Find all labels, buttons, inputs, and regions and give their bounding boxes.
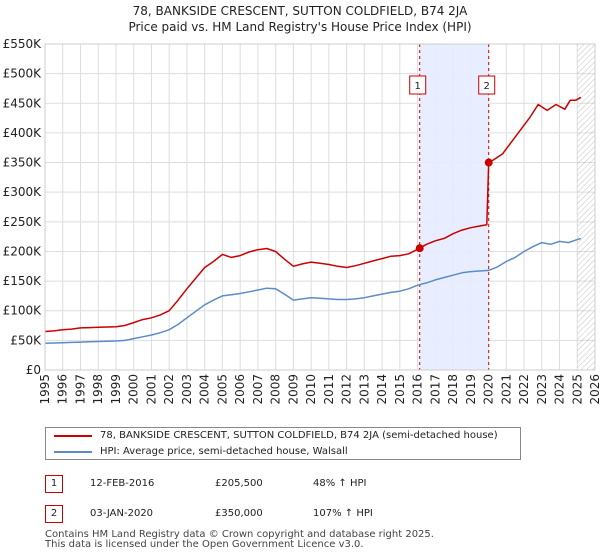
annotation-price-2: £350,000	[215, 508, 263, 519]
annotation-badge-1: 1	[45, 475, 63, 493]
sale-label-2: 2	[484, 81, 490, 92]
sale-label-1: 1	[415, 81, 421, 92]
x-tick-label: 2022	[517, 374, 531, 405]
legend-label-property: 78, BANKSIDE CRESCENT, SUTTON COLDFIELD,…	[100, 430, 498, 441]
x-tick-label: 2019	[464, 374, 478, 405]
x-tick-label: 1996	[56, 374, 70, 405]
x-tick-label: 2006	[233, 374, 247, 405]
x-tick-label: 2004	[198, 374, 212, 405]
title-line-1: 78, BANKSIDE CRESCENT, SUTTON COLDFIELD,…	[132, 4, 468, 18]
x-tick-label: 2007	[251, 374, 265, 405]
x-tick-label: 1997	[73, 374, 87, 405]
legend-label-hpi: HPI: Average price, semi-detached house,…	[100, 446, 348, 457]
x-tick-label: 2010	[304, 374, 318, 405]
footer-line-1: Contains HM Land Registry data © Crown c…	[45, 529, 434, 540]
forecast-region	[577, 44, 595, 370]
x-tick-label: 1999	[109, 374, 123, 405]
x-tick-label: 2009	[286, 374, 300, 405]
y-tick-label: £450K	[3, 96, 43, 110]
shaded-period-rect	[419, 44, 489, 370]
sale-marker-1	[415, 244, 424, 253]
footer: Contains HM Land Registry data © Crown c…	[45, 530, 434, 550]
x-tick-label: 2003	[180, 374, 194, 405]
x-tick-label: 1995	[38, 374, 52, 405]
y-tick-label: £100K	[3, 304, 43, 318]
y-tick-label: £350K	[3, 156, 43, 170]
x-tick-label: 2014	[375, 374, 389, 405]
x-tick-label: 2026	[588, 374, 600, 405]
x-tick-label: 2002	[162, 374, 176, 405]
x-tick-label: 2017	[428, 374, 442, 405]
x-tick-label: 2016	[411, 374, 425, 405]
y-tick-label: £250K	[3, 215, 43, 229]
x-tick-label: 2008	[269, 374, 283, 405]
x-tick-label: 2021	[499, 374, 513, 405]
annotation-date-1: 12-FEB-2016	[90, 478, 155, 489]
x-tick-label: 2012	[340, 374, 354, 405]
x-tick-label: 2018	[446, 374, 460, 405]
x-tick-label: 2011	[322, 374, 336, 405]
y-tick-label: £550K	[3, 37, 43, 51]
x-tick-label: 2005	[215, 374, 229, 405]
title-line-2: Price paid vs. HM Land Registry's House …	[128, 20, 472, 34]
y-tick-label: £0	[26, 363, 41, 377]
x-tick-label: 2024	[553, 374, 567, 405]
y-tick-label: £200K	[3, 244, 43, 258]
annotation-hpi-2: 107% ↑ HPI	[313, 508, 373, 519]
x-tick-label: 2013	[357, 374, 371, 405]
plot-frame	[44, 43, 596, 371]
grid	[44, 43, 596, 371]
series-line-hpi	[44, 237, 582, 345]
sale-label-box-1	[409, 75, 427, 95]
x-tick-label: 1998	[91, 374, 105, 405]
legend: 78, BANKSIDE CRESCENT, SUTTON COLDFIELD,…	[45, 427, 521, 460]
x-tick-label: 2015	[393, 374, 407, 405]
axes: £0 £50K £100K £150K £200K £250K £300K £350K £400…	[3, 37, 600, 405]
chart-title: 78, BANKSIDE CRESCENT, SUTTON COLDFIELD,…	[0, 3, 600, 35]
annotation-badge-2: 2	[45, 505, 63, 523]
y-tick-label: £50K	[10, 333, 42, 347]
x-tick-label: 2000	[127, 374, 141, 405]
y-tick-label: £500K	[3, 67, 43, 81]
annotation-date-2: 03-JAN-2020	[90, 508, 154, 519]
forecast-hatch	[577, 44, 595, 370]
y-tick-label: £150K	[3, 274, 43, 288]
series-line-property	[44, 96, 582, 333]
x-tick-label: 2025	[570, 374, 584, 405]
legend-swatch-property	[54, 435, 92, 437]
y-tick-label: £300K	[3, 185, 43, 199]
annotation-price-1: £205,500	[215, 478, 263, 489]
plot-background	[45, 44, 595, 370]
annotation-hpi-1: 48% ↑ HPI	[313, 478, 367, 489]
x-tick-label: 2001	[144, 374, 158, 405]
shaded-period	[419, 44, 490, 370]
sale-marker-2	[484, 158, 493, 167]
y-tick-label: £400K	[3, 126, 43, 140]
footer-line-2: This data is licensed under the Open Gov…	[45, 539, 364, 550]
x-tick-label: 2020	[482, 374, 496, 405]
legend-swatch-hpi	[54, 451, 92, 453]
sale-label-box-2	[478, 75, 496, 95]
series-lines	[44, 96, 582, 345]
x-tick-label: 2023	[535, 374, 549, 405]
